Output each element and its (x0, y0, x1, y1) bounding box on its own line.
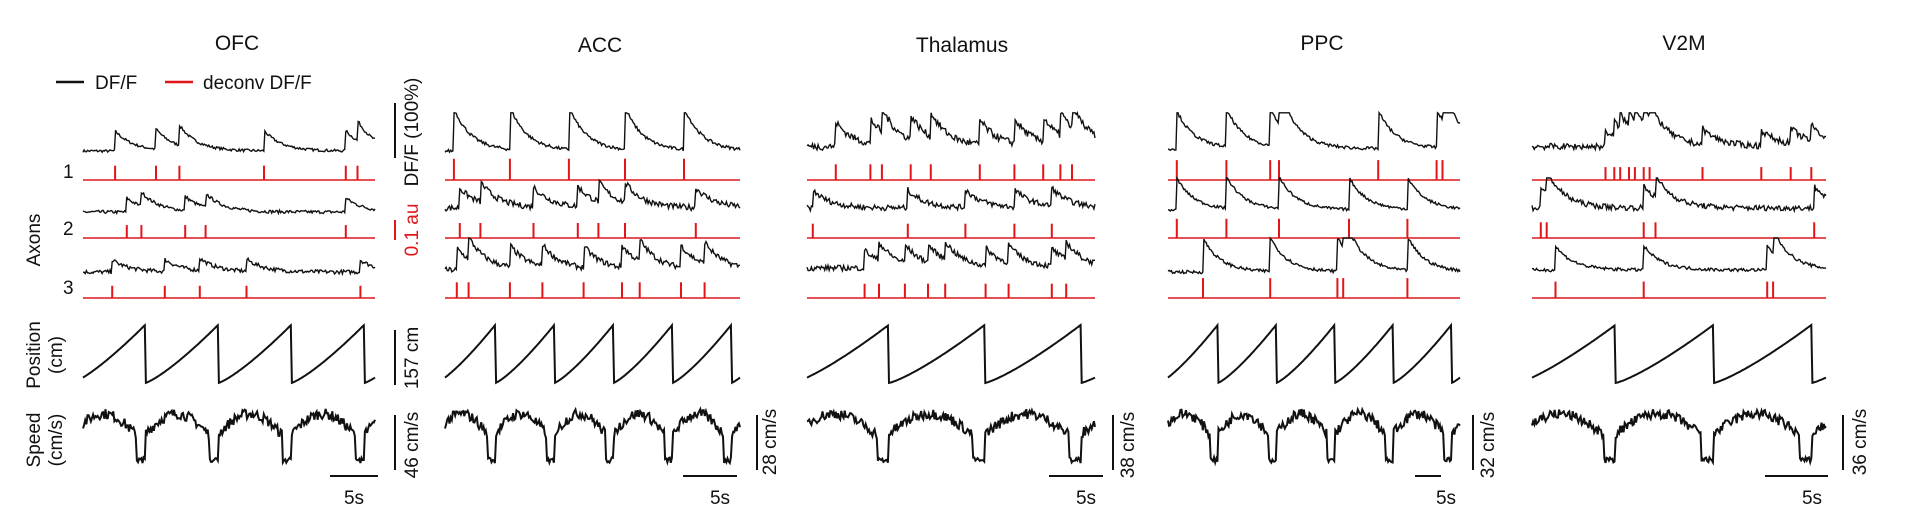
axon-number-2: 2 (63, 219, 74, 240)
panel-thalamus: Thalamus 38 cm/s 5s (806, 34, 1139, 509)
axon-number-1: 1 (63, 162, 74, 183)
dff-trace-axon-1 (444, 112, 741, 154)
row-labels: 1 2 3 Axons Position (cm) Speed (cm/s) (24, 162, 74, 467)
dff-trace-axon-2 (82, 191, 376, 216)
axons-label: Axons (24, 214, 45, 267)
speed-trace (806, 407, 1096, 465)
speed-scale-label: 38 cm/s (1118, 412, 1139, 479)
dff-trace-axon-1 (1167, 110, 1461, 152)
axon-number-3: 3 (63, 278, 74, 299)
speed-scale-label: 46 cm/s (402, 412, 423, 479)
dff-trace-axon-2 (1167, 176, 1461, 213)
speed-trace (1167, 406, 1461, 467)
dff-trace-axon-2 (806, 185, 1096, 214)
dff-trace-axon-3 (1531, 237, 1827, 273)
panel-ppc: PPC 32 cm/s 5s (1167, 32, 1499, 509)
panels: OFC 157 cm 46 cm/s 5s ACC 28 cm/s 5s Tha… (82, 32, 1871, 509)
dff-trace-axon-2 (444, 178, 741, 213)
panel-traces (444, 112, 741, 467)
dff-trace-axon-1 (1531, 112, 1826, 153)
panel-v2m: V2M 36 cm/s 5s (1531, 32, 1871, 509)
panel-title: OFC (215, 32, 259, 55)
panel-acc: ACC 28 cm/s 5s (444, 34, 781, 509)
time-scale-label: 5s (1076, 488, 1096, 509)
position-scale-label: 157 cm (402, 327, 423, 389)
position-trace (1531, 323, 1827, 385)
panel-title: PPC (1300, 32, 1343, 55)
dff-trace-axon-2 (1531, 177, 1827, 214)
dff-trace-axon-1 (806, 111, 1096, 152)
speed-scale-label: 32 cm/s (1478, 412, 1499, 479)
speed-trace (82, 408, 376, 466)
position-trace (1167, 322, 1461, 385)
time-scale-label: 5s (1802, 488, 1822, 509)
panel-title: ACC (578, 34, 622, 57)
position-trace (444, 322, 741, 385)
speed-label-line2: (cm/s) (46, 414, 67, 467)
position-label-line2: (cm) (46, 336, 67, 374)
dff-trace-axon-3 (806, 239, 1096, 274)
legend-dff-label: DF/F (95, 73, 137, 94)
panel-traces (1167, 110, 1461, 467)
dff-trace-axon-3 (82, 256, 376, 277)
deconv-scale-bar: 0.1 au (394, 204, 423, 257)
panel-ofc: OFC 157 cm 46 cm/s 5s (82, 32, 423, 509)
time-scale-label: 5s (710, 488, 730, 509)
dff-scale-label: DF/F (100%) (402, 78, 423, 187)
speed-scale-label: 28 cm/s (760, 409, 781, 476)
panel-title: Thalamus (916, 34, 1008, 57)
legend-deconv-label: deconv DF/F (203, 73, 312, 94)
dff-trace-axon-1 (82, 120, 376, 154)
position-label-line1: Position (24, 321, 45, 389)
speed-trace (1531, 407, 1827, 467)
deconv-scale-label: 0.1 au (402, 204, 423, 257)
dff-scale-bar: DF/F (100%) (394, 78, 423, 187)
panel-traces (806, 111, 1096, 465)
time-scale-label: 5s (1436, 488, 1456, 509)
speed-trace (444, 406, 741, 467)
time-scale-label: 5s (344, 488, 364, 509)
legend: DF/F deconv DF/F (56, 73, 312, 94)
position-trace (82, 323, 376, 385)
panel-title: V2M (1662, 32, 1705, 55)
speed-scale-label: 36 cm/s (1850, 409, 1871, 476)
speed-label-line1: Speed (24, 413, 45, 468)
panel-traces (82, 120, 376, 466)
position-trace (806, 323, 1096, 385)
dff-trace-axon-3 (1167, 236, 1461, 275)
dff-trace-axon-3 (444, 237, 741, 273)
panel-traces (1531, 112, 1827, 467)
